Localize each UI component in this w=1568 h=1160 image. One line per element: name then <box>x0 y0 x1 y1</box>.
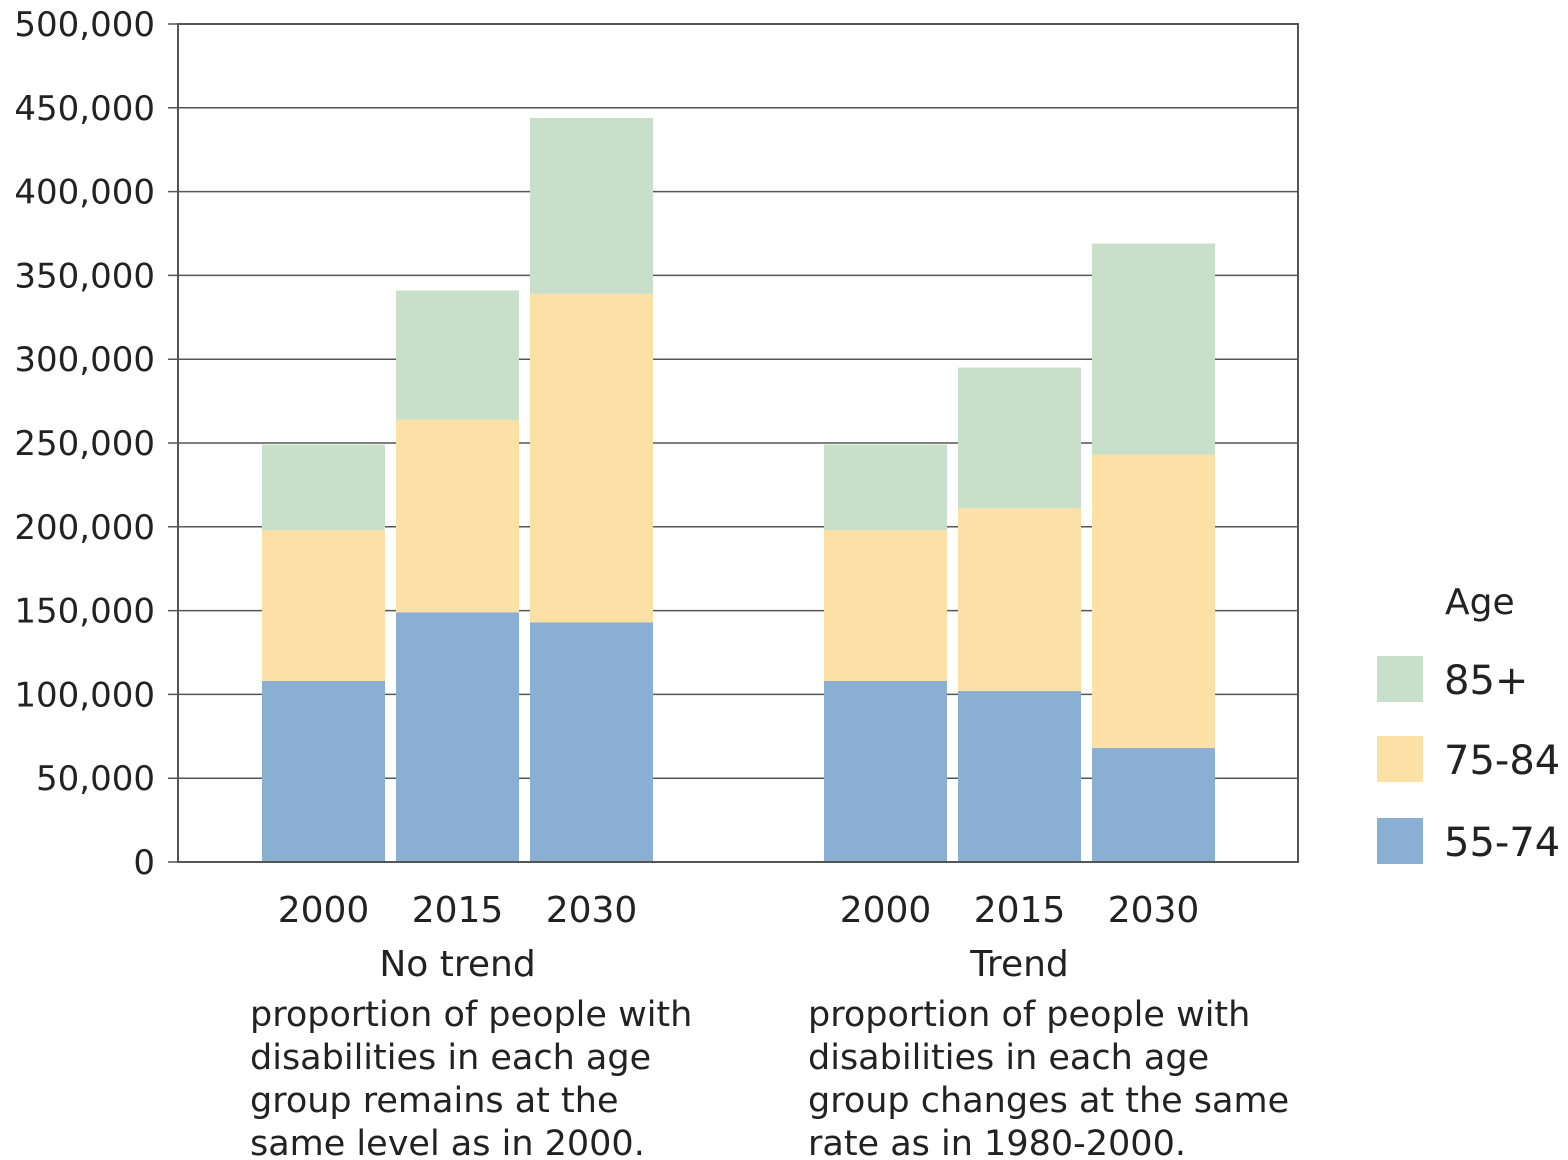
y-tick-label: 350,000 <box>14 256 155 296</box>
y-tick-label: 400,000 <box>14 173 155 213</box>
bar-segment-85+ <box>530 117 653 294</box>
group-description-line: proportion of people with <box>808 995 1250 1035</box>
y-tick-label: 100,000 <box>14 675 155 715</box>
group-title: No trend <box>379 944 535 985</box>
legend-title: Age <box>1445 582 1515 623</box>
bar-segment-55-74 <box>396 612 519 862</box>
group-description-line: disabilities in each age <box>250 1038 651 1078</box>
y-tick-label: 300,000 <box>14 340 155 380</box>
bar-segment-75-84 <box>824 530 947 681</box>
x-tick-label: 2015 <box>412 890 504 931</box>
group-description-line: group remains at the <box>250 1081 618 1121</box>
group-description-line: same level as in 2000. <box>250 1124 645 1160</box>
legend-label: 75-84 <box>1444 738 1560 784</box>
x-tick-label: 2015 <box>974 890 1066 931</box>
plot-frame <box>177 23 1299 863</box>
bar-segment-75-84 <box>262 530 385 681</box>
group-description-line: group changes at the same <box>808 1081 1289 1121</box>
bar-segment-55-74 <box>1092 748 1215 862</box>
legend-swatch-85+ <box>1377 656 1423 702</box>
bar-segment-55-74 <box>958 691 1081 862</box>
legend: Age 85+ 75-84 55-74 <box>1377 582 1560 866</box>
y-tick-label: 500,000 <box>14 5 155 45</box>
legend-swatch-75-84 <box>1377 736 1423 782</box>
x-tick-label: 2000 <box>840 890 932 931</box>
y-tick-label: 0 <box>133 843 155 883</box>
bar-segment-85+ <box>824 444 947 531</box>
y-tick-label: 450,000 <box>14 89 155 129</box>
group-title: Trend <box>969 944 1069 985</box>
bar-segment-55-74 <box>530 622 653 862</box>
bar-segment-85+ <box>262 444 385 531</box>
y-tick-label: 250,000 <box>14 424 155 464</box>
x-tick-label: 2000 <box>278 890 370 931</box>
bar-segment-75-84 <box>396 419 519 613</box>
x-axis-ticks: 2000 2015 2030 2000 2015 2030 <box>278 890 1200 931</box>
x-tick-label: 2030 <box>1108 890 1200 931</box>
y-tick-label: 150,000 <box>14 592 155 632</box>
bar-segment-75-84 <box>958 508 1081 692</box>
bars <box>262 117 1215 862</box>
group-description-line: proportion of people with <box>250 995 692 1035</box>
y-axis-ticks: 0 50,000 100,000 150,000 200,000 250,000 300,0… <box>14 5 155 883</box>
bar-segment-75-84 <box>1092 454 1215 749</box>
y-tick-label: 200,000 <box>14 508 155 548</box>
bar-segment-55-74 <box>824 680 947 862</box>
bar-segment-55-74 <box>262 680 385 862</box>
bar-segment-75-84 <box>530 293 653 623</box>
x-tick-label: 2030 <box>546 890 638 931</box>
legend-label: 85+ <box>1444 658 1528 704</box>
y-tick-label: 50,000 <box>36 759 155 799</box>
group-description-line: rate as in 1980-2000. <box>808 1124 1186 1160</box>
legend-swatch-55-74 <box>1377 818 1423 864</box>
bar-segment-85+ <box>958 367 1081 509</box>
group-description-line: disabilities in each age <box>808 1038 1209 1078</box>
legend-label: 55-74 <box>1444 820 1560 866</box>
bar-segment-85+ <box>396 290 519 420</box>
bar-segment-85+ <box>1092 243 1215 455</box>
